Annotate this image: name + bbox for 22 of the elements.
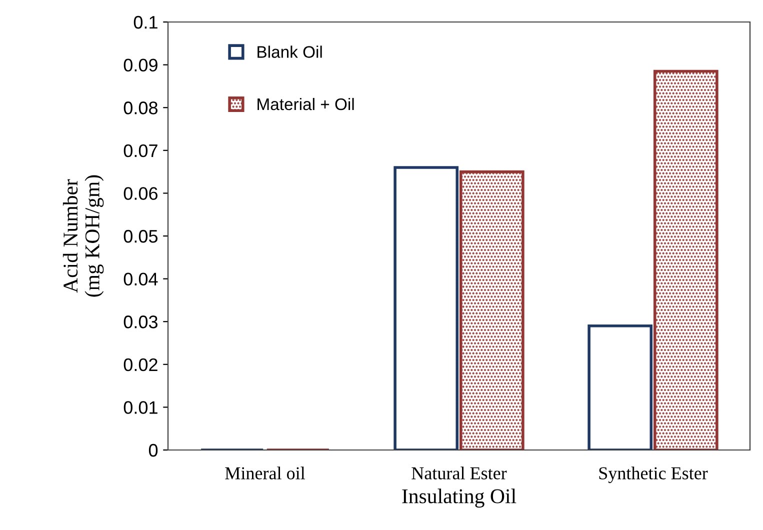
- y-tick-label: 0.05: [124, 230, 158, 243]
- y-axis-title: Acid Number (mg KOH/gm): [62, 175, 104, 297]
- y-tick-label: 0.03: [124, 316, 158, 328]
- x-tick-label: Natural Ester: [412, 466, 507, 480]
- bar: [653, 70, 718, 450]
- y-tick-label: 0.01: [124, 401, 158, 414]
- y-tick-label: 0: [148, 444, 158, 457]
- bar: [459, 170, 524, 450]
- x-tick-label: Mineral oil: [225, 466, 306, 480]
- y-tick-label: 0.08: [124, 102, 158, 114]
- legend-label: Material + Oil: [258, 98, 354, 110]
- y-tick-label: 0.06: [124, 187, 158, 200]
- y-tick-label: 0.09: [124, 58, 158, 72]
- legend-label: Blank Oil: [258, 46, 322, 58]
- bar: [588, 324, 653, 450]
- bar: [394, 166, 459, 450]
- x-axis-title: Insulating Oil: [402, 488, 516, 508]
- y-tick-label: 0.02: [124, 358, 158, 372]
- y-tick-label: 0.04: [124, 272, 158, 286]
- y-tick-label: 0.1: [134, 16, 158, 29]
- x-tick-label: Synthetic Ester: [599, 466, 708, 484]
- y-tick-label: 0.07: [124, 144, 158, 158]
